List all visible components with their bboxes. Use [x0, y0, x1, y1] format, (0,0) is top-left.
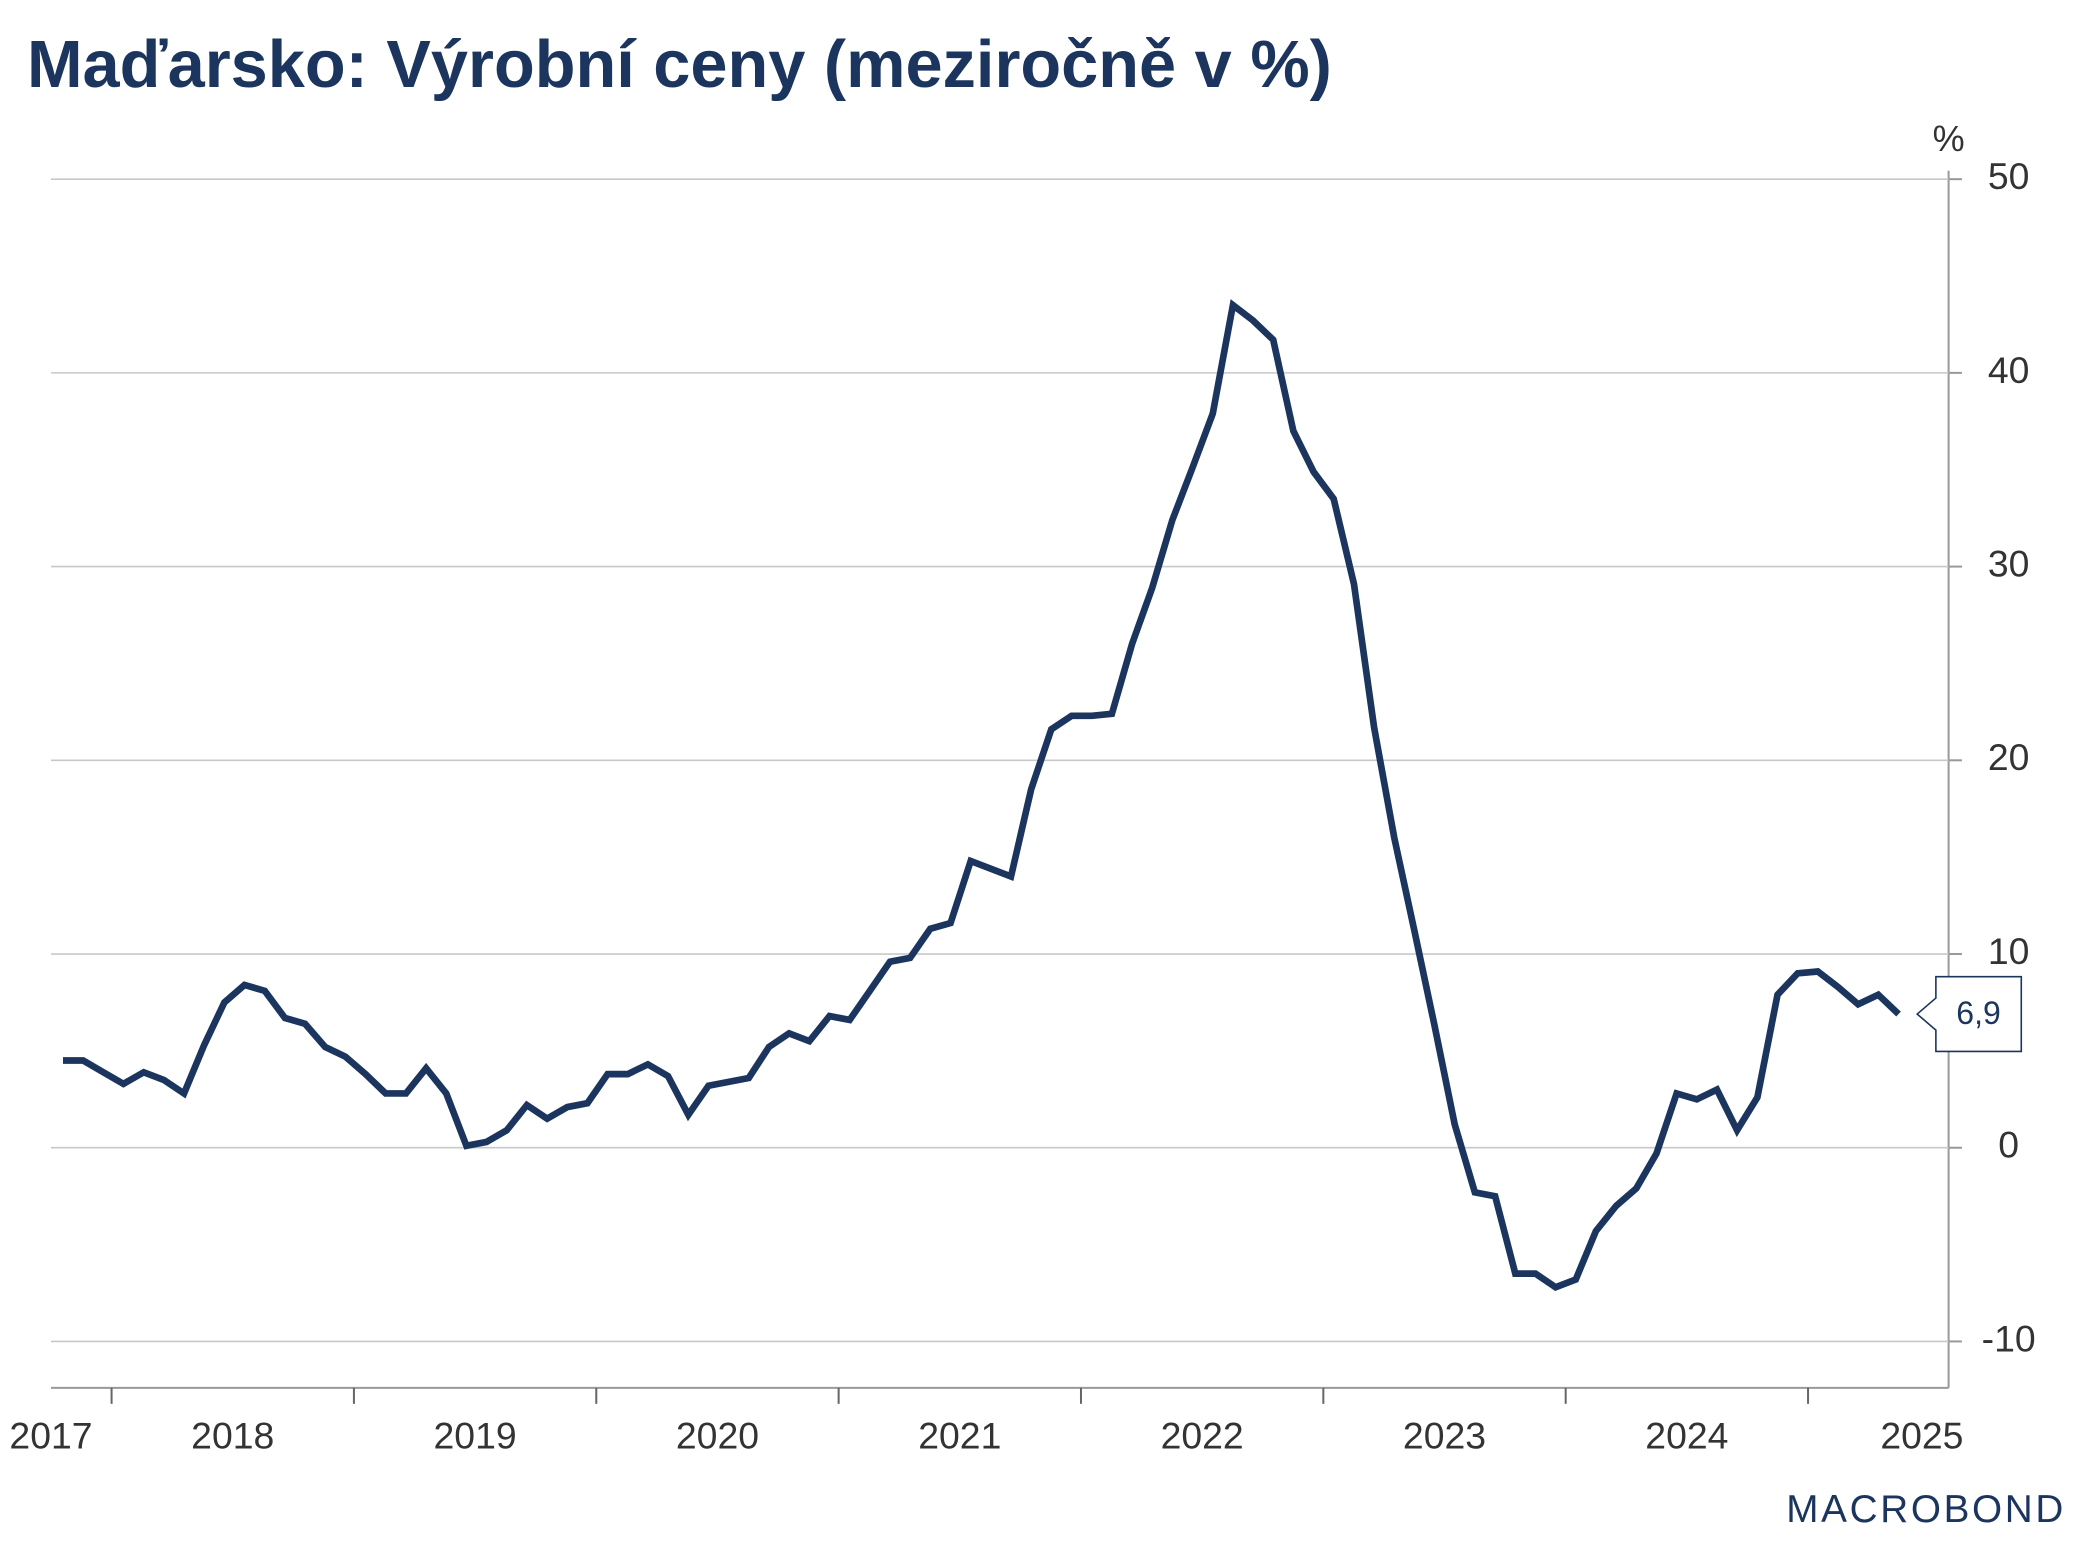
y-tick-label: 30: [1988, 542, 2030, 584]
x-tick-label: 2018: [191, 1414, 274, 1456]
x-tick-label: 2020: [676, 1414, 759, 1456]
y-tick-label: 50: [1988, 155, 2030, 197]
x-tick-label: 2021: [918, 1414, 1001, 1456]
x-tick-label: 2017: [9, 1414, 92, 1456]
y-tick-label: 40: [1988, 349, 2030, 391]
y-tick-label: 0: [1998, 1124, 2019, 1166]
x-tick-label: 2023: [1403, 1414, 1486, 1456]
value-callout: [1915, 975, 2023, 1053]
y-tick-label: -10: [1982, 1317, 2036, 1359]
source-logo: MACROBOND: [1786, 1488, 2066, 1531]
x-tick-label: 2025: [1880, 1414, 1963, 1456]
line-series: [62, 299, 1901, 1291]
y-tick-label: 20: [1988, 736, 2030, 778]
y-tick-label: 10: [1988, 930, 2030, 972]
x-tick-label: 2019: [434, 1414, 517, 1456]
y-unit: %: [1933, 118, 1965, 159]
chart-title: Maďarsko: Výrobní ceny (meziročně v %): [27, 28, 1332, 102]
x-tick-label: 2022: [1161, 1414, 1244, 1456]
value-label: 6,9: [1956, 995, 2001, 1031]
x-tick-label: 2024: [1645, 1414, 1728, 1456]
